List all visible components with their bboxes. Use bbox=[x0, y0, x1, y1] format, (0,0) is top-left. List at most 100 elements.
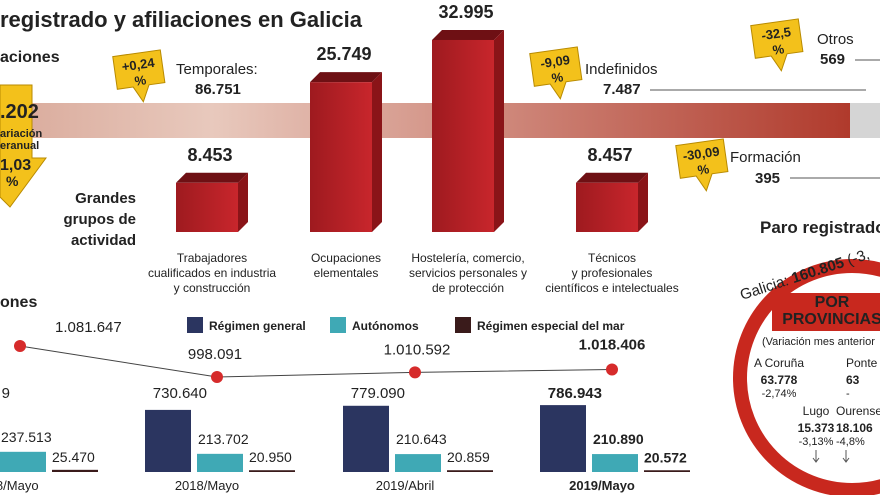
period-label: 2019/Mayo bbox=[569, 478, 635, 493]
province-name: Lugo bbox=[803, 404, 830, 418]
bar-label: Hostelería, comercio, bbox=[411, 251, 524, 265]
type-value: 7.487 bbox=[603, 81, 641, 98]
total-arrow bbox=[0, 84, 47, 208]
province-change: -2,74% bbox=[762, 388, 797, 400]
province-value: 63.778 bbox=[761, 373, 798, 387]
change-arrow: -30,09% bbox=[675, 138, 729, 192]
mar-value: 20.950 bbox=[249, 449, 292, 465]
bar-top bbox=[432, 29, 504, 40]
band-end bbox=[850, 103, 880, 138]
type-value: 86.751 bbox=[195, 81, 241, 98]
bar-value: 25.749 bbox=[316, 44, 371, 64]
legend-swatch bbox=[455, 317, 471, 333]
type-name: Otros bbox=[817, 31, 854, 48]
bar-side bbox=[494, 29, 504, 232]
bar-autonomos bbox=[0, 451, 46, 472]
bar-side bbox=[638, 172, 648, 232]
type-name: Indefinidos bbox=[585, 61, 658, 78]
type-name: Formación bbox=[730, 149, 801, 166]
bar-label: servicios personales y bbox=[409, 266, 527, 280]
general-value: 730.640 bbox=[153, 385, 207, 402]
groups-heading: actividad bbox=[71, 232, 136, 249]
bar-mar bbox=[52, 469, 98, 472]
bar-value: 8.457 bbox=[587, 145, 632, 165]
total-point bbox=[211, 370, 223, 383]
band bbox=[0, 103, 850, 138]
type-value: 395 bbox=[755, 170, 780, 187]
pointer-lines bbox=[650, 59, 880, 179]
section-heading: ones bbox=[0, 294, 37, 311]
province-name: A Coruña bbox=[754, 356, 804, 370]
banner bbox=[772, 293, 880, 331]
bar-side bbox=[238, 172, 248, 232]
total-value: 1.081.647 bbox=[55, 319, 122, 336]
total-value: 1.010.592 bbox=[384, 341, 451, 358]
legend-swatch bbox=[330, 317, 346, 333]
bar-label: científicos e intelectuales bbox=[545, 281, 678, 295]
legend-label: Régimen especial del mar bbox=[477, 319, 625, 333]
province-name: Ponte bbox=[846, 356, 878, 370]
legend-label: Régimen general bbox=[209, 319, 306, 333]
bar bbox=[310, 82, 372, 232]
bar-mar bbox=[447, 470, 493, 472]
autonomos-value: 210.890 bbox=[593, 431, 644, 447]
variation-text: eranual bbox=[0, 140, 39, 152]
down-arrow bbox=[842, 450, 850, 463]
change-value: -9,09 bbox=[539, 52, 570, 71]
province-change: - bbox=[846, 388, 850, 400]
bar-value: 32.995 bbox=[438, 2, 493, 22]
general-value: 9 bbox=[2, 385, 10, 402]
bar bbox=[176, 182, 238, 232]
general-value: 779.090 bbox=[351, 385, 405, 402]
bar-value: 8.453 bbox=[187, 145, 232, 165]
bar-label: de protección bbox=[432, 281, 504, 295]
change-value: +0,24 bbox=[121, 55, 156, 75]
bar-label: Trabajadores bbox=[177, 251, 247, 265]
total-point bbox=[409, 366, 421, 379]
bar-label: elementales bbox=[314, 266, 379, 280]
arrow-shape bbox=[675, 138, 729, 192]
bar-general bbox=[540, 405, 586, 472]
legend-swatch bbox=[187, 317, 203, 333]
title: registrado y afiliaciones en Galicia bbox=[0, 7, 363, 32]
bar bbox=[576, 182, 638, 232]
mar-value: 25.470 bbox=[52, 449, 95, 465]
province-change: -3,13% bbox=[799, 436, 834, 448]
bar-mar bbox=[644, 470, 690, 472]
banner-note: (Variación mes anterior bbox=[762, 336, 875, 348]
variation-text: ariación bbox=[0, 128, 42, 140]
total-value: 998.091 bbox=[188, 346, 242, 363]
legend-label: Autónomos bbox=[352, 319, 419, 333]
variation-unit: % bbox=[6, 173, 19, 189]
autonomos-value: 237.513 bbox=[1, 429, 52, 445]
change-arrow: +0,24% bbox=[112, 49, 166, 103]
period-label: 2019/Abril bbox=[376, 478, 435, 493]
bar-label: Ocupaciones bbox=[311, 251, 381, 265]
period-label: 008/Mayo bbox=[0, 478, 39, 493]
banner-text: PROVINCIAS bbox=[782, 311, 880, 328]
bar-autonomos bbox=[592, 454, 638, 472]
bar-side bbox=[372, 72, 382, 232]
province-name: Ourense bbox=[836, 404, 880, 418]
bar-autonomos bbox=[197, 453, 243, 472]
province-value: 63 bbox=[846, 373, 860, 387]
bar-autonomos bbox=[395, 454, 441, 472]
variation-value: 1,03 bbox=[0, 157, 31, 174]
province-value: 18.106 bbox=[836, 421, 873, 435]
change-value: -32,5 bbox=[760, 24, 791, 43]
bar-general bbox=[145, 409, 191, 472]
section-heading: aciones bbox=[0, 49, 60, 66]
groups-heading: Grandes bbox=[75, 190, 136, 207]
autonomos-value: 213.702 bbox=[198, 431, 249, 447]
mar-value: 20.859 bbox=[447, 449, 490, 465]
change-value: -30,09 bbox=[682, 144, 721, 164]
change-arrow: -9,09% bbox=[529, 46, 583, 100]
province-value: 15.373 bbox=[798, 421, 835, 435]
mar-value: 20.572 bbox=[644, 449, 687, 465]
bar-label: Técnicos bbox=[588, 251, 636, 265]
change-unit: % bbox=[697, 161, 711, 178]
total-point bbox=[606, 363, 618, 376]
type-name: Temporales: bbox=[176, 61, 258, 78]
